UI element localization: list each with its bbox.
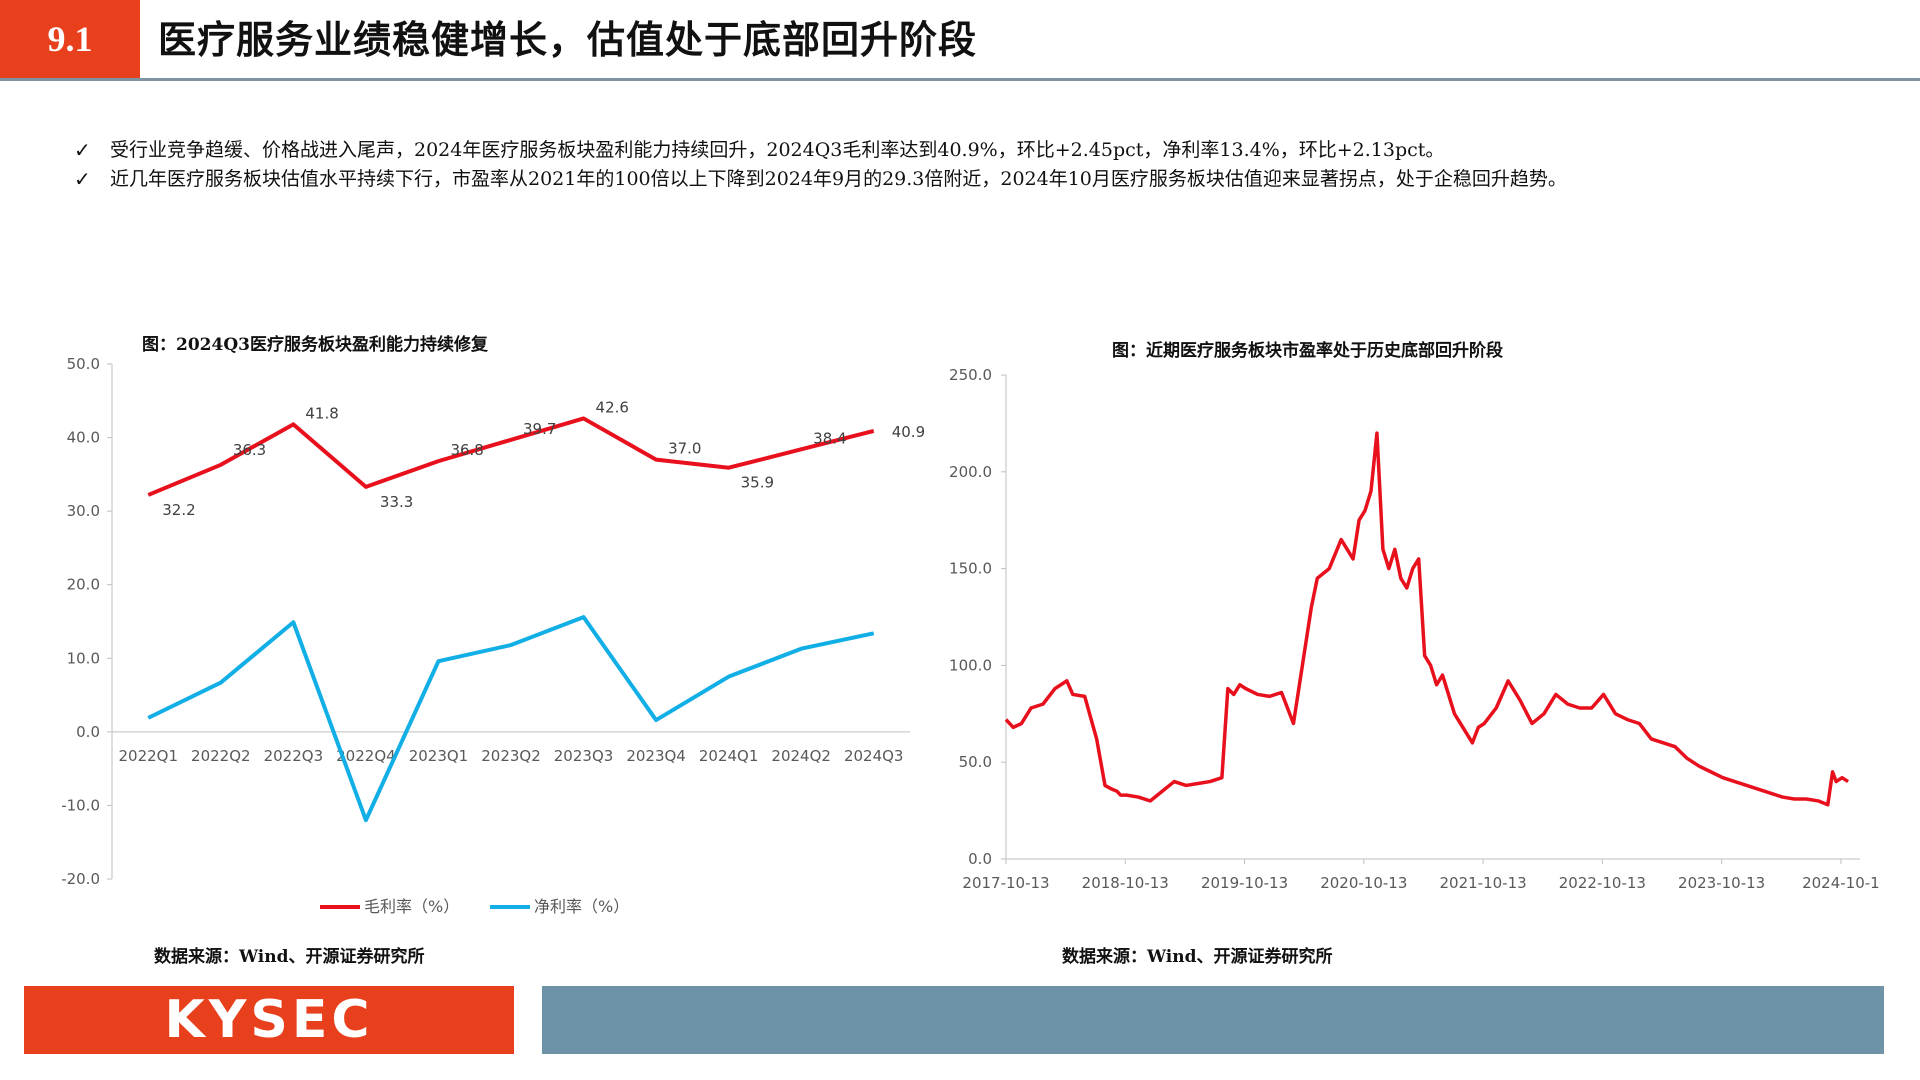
left-chart: 50.0 40.0 30.0 20.0 10.0 0.0 -10.0 -20.0 2022Q1 2…: [61, 355, 925, 916]
series-line-pe: [1004, 431, 1850, 807]
y-tick-label: 30.0: [67, 502, 100, 520]
data-label: 42.6: [596, 398, 629, 416]
x-tick-label: 2024Q1: [699, 747, 759, 765]
x-tick-label: 2023Q4: [626, 747, 686, 765]
legend-label: 毛利率（%）: [364, 897, 459, 916]
x-tick-label: 2019-10-13: [1201, 874, 1288, 892]
data-label: 37.0: [668, 440, 701, 458]
y-tick-label: 250.0: [949, 366, 992, 384]
y-tick-label: 50.0: [67, 355, 100, 373]
y-tick-label: 20.0: [67, 576, 100, 594]
x-tick-label: 2021-10-13: [1440, 874, 1527, 892]
x-tick-label: 2018-10-13: [1082, 874, 1169, 892]
bullet-item: ✓ 近几年医疗服务板块估值水平持续下行，市盈率从2021年的100倍以上下降到2…: [72, 165, 1852, 194]
bullet-list: ✓ 受行业竞争趋缓、价格战进入尾声，2024年医疗服务板块盈利能力持续回升，20…: [72, 136, 1852, 194]
y-tick-label: 150.0: [949, 560, 992, 578]
series-line-gross-margin: [147, 416, 875, 497]
x-tick-label: 2022-10-13: [1559, 874, 1646, 892]
x-tick-label: 2024Q2: [771, 747, 831, 765]
y-tick-label: 100.0: [949, 656, 992, 674]
data-label: 36.3: [233, 441, 266, 459]
x-tick-label: 2023Q2: [481, 747, 541, 765]
x-tick-label: 2017-10-13: [962, 874, 1049, 892]
data-label: 32.2: [162, 501, 195, 519]
y-tick-label: 10.0: [67, 649, 100, 667]
y-tick-label: -20.0: [61, 870, 100, 888]
logo-text: KYSEC: [164, 990, 374, 1050]
section-number: 9.1: [0, 0, 140, 78]
x-tick-label: 2024-10-1: [1802, 874, 1880, 892]
data-label: 33.3: [380, 493, 413, 511]
y-tick-label: 50.0: [959, 753, 992, 771]
x-tick-label: 2023Q1: [409, 747, 469, 765]
x-tick-label: 2022Q2: [191, 747, 251, 765]
series-line-net-margin: [147, 615, 875, 823]
page-title: 医疗服务业绩稳健增长，估值处于底部回升阶段: [158, 17, 978, 62]
legend-label: 净利率（%）: [534, 897, 629, 916]
data-label: 39.7: [523, 420, 556, 438]
x-tick-label: 2022Q4: [336, 747, 396, 765]
data-label: 38.4: [813, 429, 846, 447]
bullet-text: 受行业竞争趋缓、价格战进入尾声，2024年医疗服务板块盈利能力持续回升，2024…: [110, 139, 1445, 161]
data-label: 35.9: [741, 474, 774, 492]
data-label: 36.8: [450, 441, 483, 459]
y-tick-label: -10.0: [61, 796, 100, 814]
header-divider: [0, 78, 1920, 81]
left-chart-source: 数据来源：Wind、开源证券研究所: [154, 947, 425, 967]
data-label: 40.9: [892, 423, 925, 441]
y-tick-label: 0.0: [968, 850, 992, 868]
y-tick-label: 200.0: [949, 463, 992, 481]
y-tick-label: 40.0: [67, 429, 100, 447]
brand-logo: KYSEC: [24, 986, 514, 1054]
bullet-text: 近几年医疗服务板块估值水平持续下行，市盈率从2021年的100倍以上下降到202…: [110, 168, 1567, 190]
x-tick-label: 2023-10-13: [1678, 874, 1765, 892]
left-chart-title: 图：2024Q3医疗服务板块盈利能力持续修复: [142, 335, 488, 355]
x-tick-label: 2022Q1: [119, 747, 179, 765]
x-tick-label: 2022Q3: [264, 747, 324, 765]
y-tick-label: 0.0: [76, 723, 100, 741]
right-chart-title: 图：近期医疗服务板块市盈率处于历史底部回升阶段: [1112, 341, 1503, 361]
right-chart-source: 数据来源：Wind、开源证券研究所: [1062, 947, 1333, 967]
x-tick-label: 2023Q3: [554, 747, 614, 765]
bullet-item: ✓ 受行业竞争趋缓、价格战进入尾声，2024年医疗服务板块盈利能力持续回升，20…: [72, 136, 1852, 165]
checkmark-icon: ✓: [74, 138, 91, 162]
checkmark-icon: ✓: [74, 167, 91, 191]
x-tick-label: 2024Q3: [844, 747, 904, 765]
right-chart: 250.0 200.0 150.0 100.0 50.0 0.0 2017-10-13 201…: [949, 366, 1880, 892]
x-tick-label: 2020-10-13: [1320, 874, 1407, 892]
footer-bar: [542, 986, 1884, 1054]
data-label: 41.8: [305, 404, 338, 422]
